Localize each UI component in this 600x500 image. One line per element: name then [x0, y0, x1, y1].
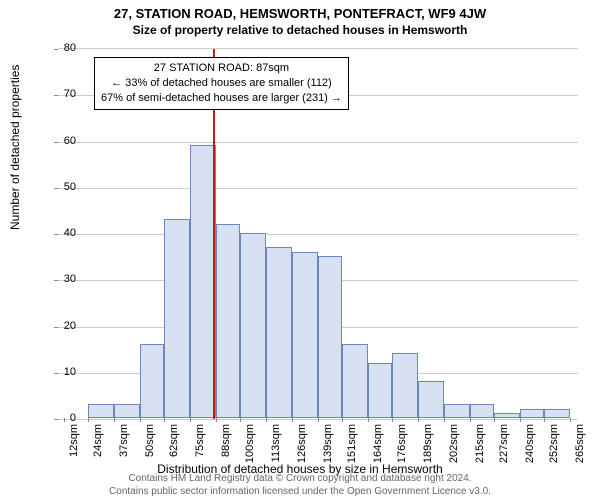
x-tick-mark	[418, 418, 419, 422]
y-tick-label: 80	[52, 42, 76, 54]
x-tick-mark	[140, 418, 141, 422]
x-tick-label: 164sqm	[372, 424, 384, 464]
plot-wrapper: 27 STATION ROAD: 87sqm← 33% of detached …	[58, 48, 578, 418]
x-tick-label: 62sqm	[168, 424, 180, 464]
y-tick-label: 10	[52, 366, 76, 378]
x-tick-mark	[164, 418, 165, 422]
x-tick-mark	[470, 418, 471, 422]
y-tick-label: 60	[52, 135, 76, 147]
x-tick-mark	[114, 418, 115, 422]
histogram-bar	[342, 344, 368, 418]
annotation-line: ← 33% of detached houses are smaller (11…	[101, 76, 342, 91]
x-tick-mark	[444, 418, 445, 422]
annotation-line: 27 STATION ROAD: 87sqm	[101, 61, 342, 76]
histogram-bar	[266, 247, 292, 418]
x-tick-label: 88sqm	[220, 424, 232, 464]
histogram-bar	[114, 404, 140, 418]
x-tick-mark	[392, 418, 393, 422]
x-tick-mark	[216, 418, 217, 422]
x-tick-label: 113sqm	[270, 424, 282, 464]
histogram-bar	[444, 404, 470, 418]
histogram-bar	[392, 353, 418, 418]
x-tick-mark	[318, 418, 319, 422]
histogram-bar	[544, 409, 570, 418]
histogram-bar	[470, 404, 494, 418]
x-tick-mark	[88, 418, 89, 422]
x-tick-label: 176sqm	[396, 424, 408, 464]
address-title: 27, STATION ROAD, HEMSWORTH, PONTEFRACT,…	[0, 0, 600, 21]
x-tick-mark	[520, 418, 521, 422]
x-tick-mark	[190, 418, 191, 422]
x-tick-mark	[266, 418, 267, 422]
footer-line-1: Contains HM Land Registry data © Crown c…	[0, 472, 600, 485]
x-tick-label: 126sqm	[296, 424, 308, 464]
histogram-bar	[240, 233, 266, 418]
x-tick-mark	[342, 418, 343, 422]
histogram-bar	[140, 344, 164, 418]
y-gridline	[58, 234, 578, 235]
x-tick-label: 227sqm	[498, 424, 510, 464]
y-tick-label: 70	[52, 88, 76, 100]
x-tick-label: 50sqm	[144, 424, 156, 464]
x-tick-mark	[292, 418, 293, 422]
histogram-bar	[418, 381, 444, 418]
x-tick-mark	[240, 418, 241, 422]
plot-area: 27 STATION ROAD: 87sqm← 33% of detached …	[58, 48, 578, 418]
x-tick-label: 37sqm	[118, 424, 130, 464]
footer-line-2: Contains public sector information licen…	[0, 485, 600, 498]
y-gridline	[58, 188, 578, 189]
x-tick-label: 240sqm	[524, 424, 536, 464]
y-tick-label: 20	[52, 320, 76, 332]
x-tick-mark	[544, 418, 545, 422]
x-tick-label: 75sqm	[194, 424, 206, 464]
histogram-bar	[292, 252, 318, 419]
histogram-bar	[216, 224, 240, 418]
x-tick-mark	[64, 418, 65, 422]
y-tick-label: 40	[52, 227, 76, 239]
annotation-box: 27 STATION ROAD: 87sqm← 33% of detached …	[94, 57, 349, 110]
histogram-bar	[520, 409, 544, 418]
histogram-bar	[88, 404, 114, 418]
x-tick-label: 189sqm	[422, 424, 434, 464]
x-tick-mark	[570, 418, 571, 422]
x-tick-label: 24sqm	[92, 424, 104, 464]
y-axis-label: Number of detached properties	[8, 65, 22, 230]
x-tick-mark	[494, 418, 495, 422]
x-tick-label: 252sqm	[548, 424, 560, 464]
annotation-line: 67% of semi-detached houses are larger (…	[101, 91, 342, 106]
x-tick-label: 100sqm	[244, 424, 256, 464]
x-tick-label: 151sqm	[346, 424, 358, 464]
x-tick-mark	[368, 418, 369, 422]
x-tick-label: 139sqm	[322, 424, 334, 464]
histogram-bar	[318, 256, 342, 418]
y-tick-label: 50	[52, 181, 76, 193]
x-tick-label: 215sqm	[474, 424, 486, 464]
footer: Contains HM Land Registry data © Crown c…	[0, 472, 600, 498]
histogram-bar	[368, 363, 392, 419]
histogram-bar	[164, 219, 190, 418]
histogram-bar	[494, 413, 520, 418]
y-tick-label: 30	[52, 273, 76, 285]
x-tick-label: 265sqm	[574, 424, 586, 464]
x-tick-label: 202sqm	[448, 424, 460, 464]
chart-container: 27, STATION ROAD, HEMSWORTH, PONTEFRACT,…	[0, 0, 600, 500]
x-tick-label: 12sqm	[68, 424, 80, 464]
y-gridline	[58, 142, 578, 143]
subtitle: Size of property relative to detached ho…	[0, 21, 600, 37]
